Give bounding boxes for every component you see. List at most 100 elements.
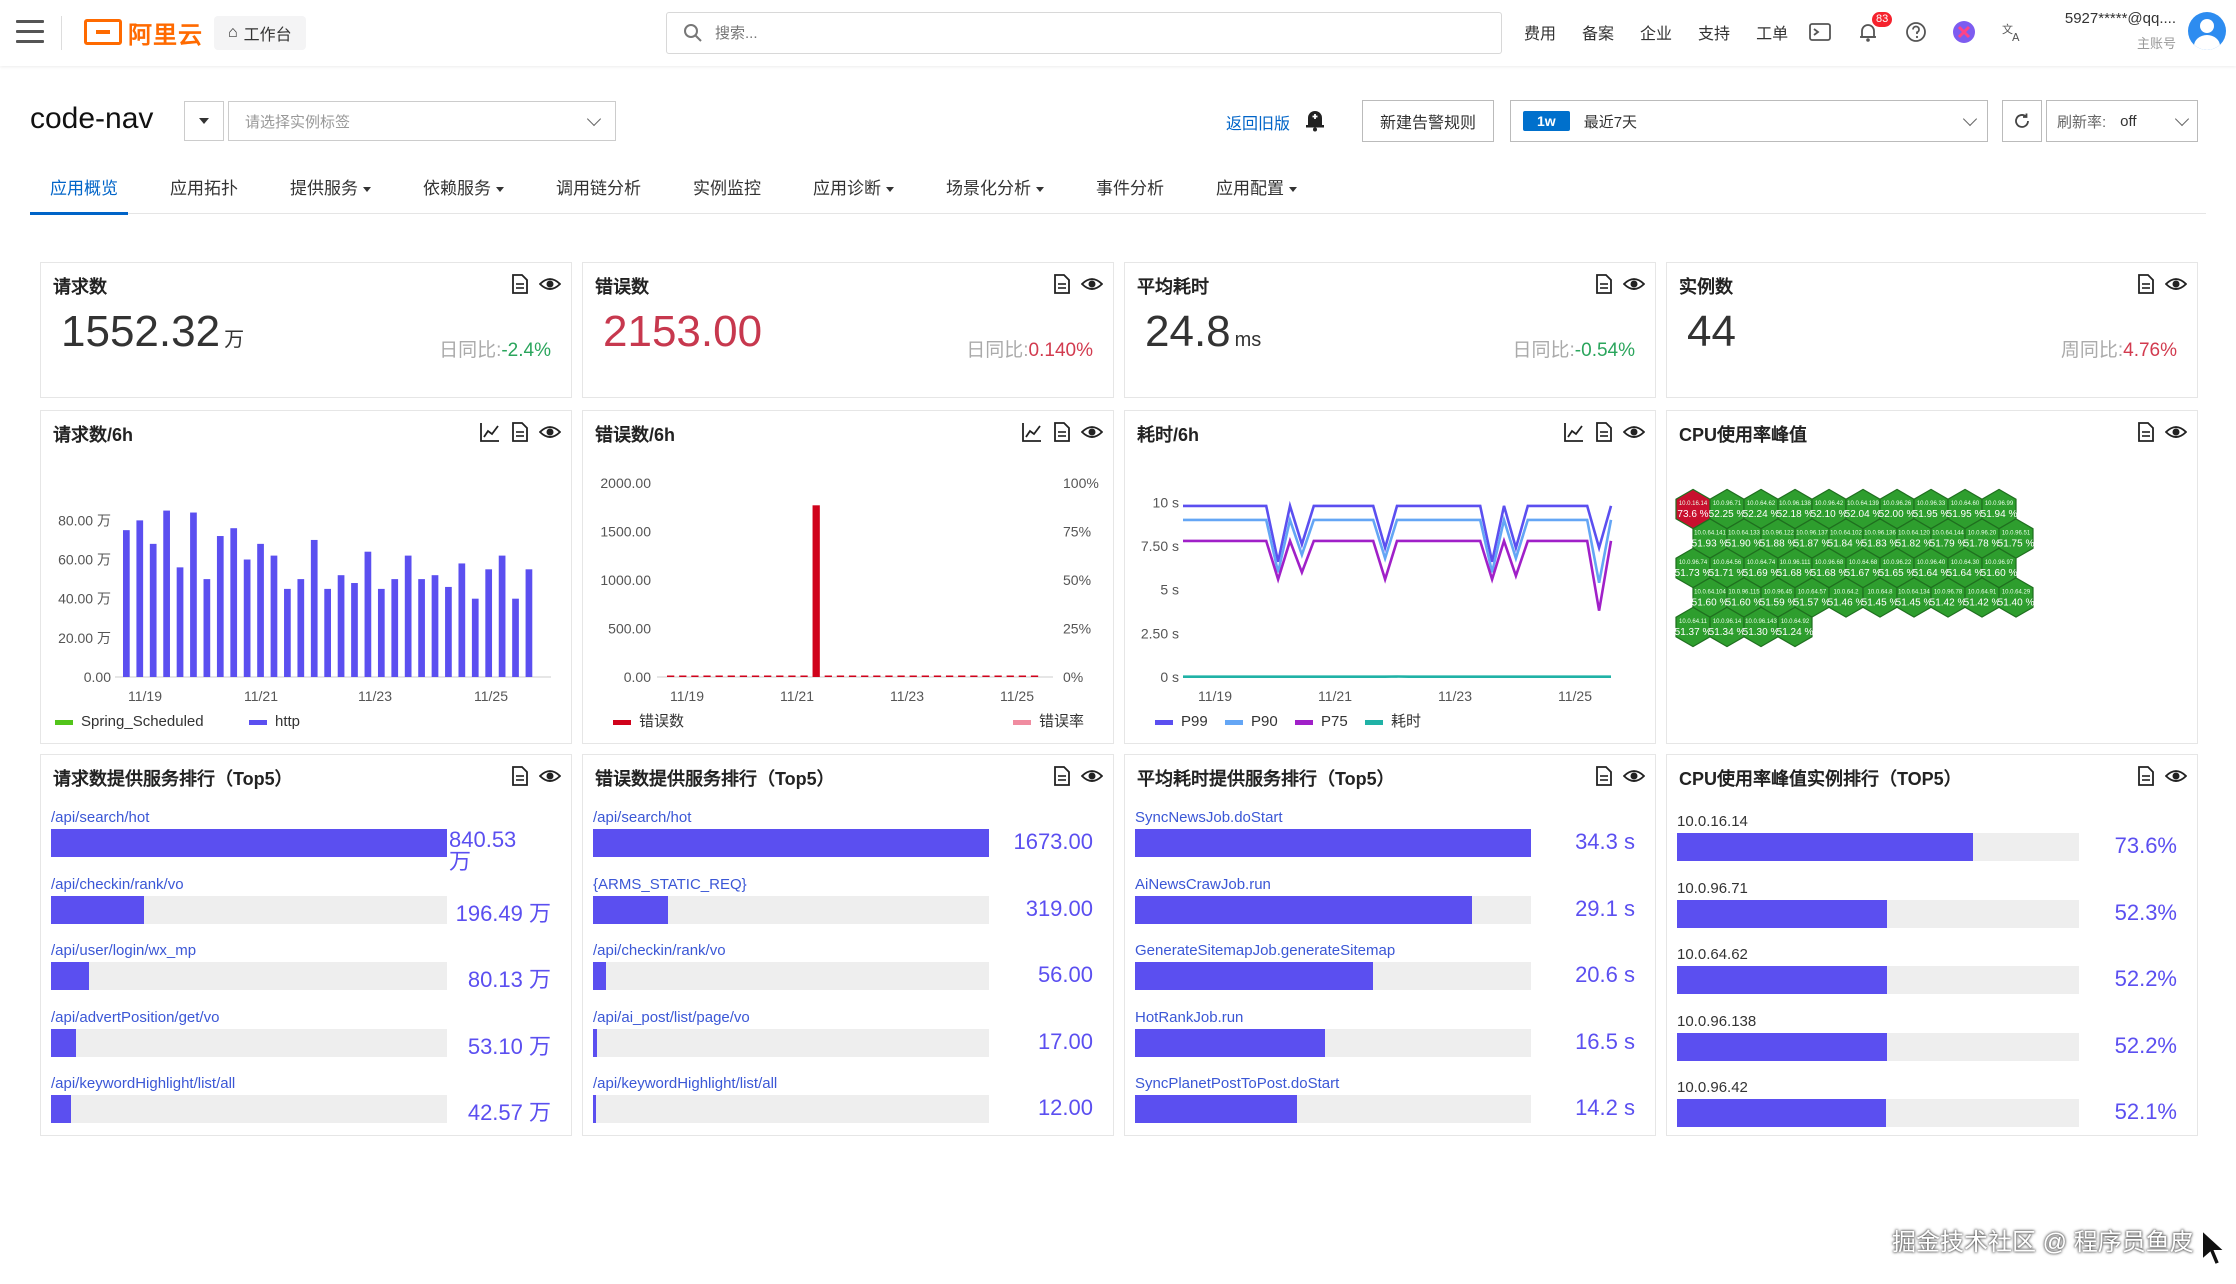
instance-tag-select[interactable]: 请选择实例标签 [228,101,616,141]
ranking-item-label[interactable]: AiNewsCrawJob.run [1135,875,1271,893]
terminal-icon[interactable] [1806,18,1834,46]
tab-9[interactable]: 应用配置 [1196,170,1307,214]
search-input[interactable] [715,24,1501,42]
document-icon[interactable] [1593,273,1615,295]
back-to-old-version-link[interactable]: 返回旧版 [1226,116,1291,133]
top-link-fee[interactable]: 费用 [1524,26,1557,43]
app-switch-dropdown[interactable] [184,101,224,141]
ranking-item[interactable]: AiNewsCrawJob.run 29.1 s [1125,876,1655,932]
ranking-item[interactable]: /api/checkin/rank/vo 196.49 万 [41,876,571,932]
menu-icon[interactable] [16,20,44,44]
eye-icon[interactable] [1622,273,1646,295]
ranking-item[interactable]: SyncPlanetPostToPost.doStart 14.2 s [1125,1075,1655,1131]
heatmap-cell[interactable]: 10.0.64.2 51.46 % [1828,577,1865,618]
heatmap-cell[interactable]: 10.0.64.92 51.24 % [1777,606,1814,648]
heatmap-cell[interactable]: 10.0.64.29 51.40 % [1998,577,2035,618]
document-icon[interactable] [509,273,531,295]
ranking-item-label[interactable]: {ARMS_STATIC_REQ} [593,875,747,893]
document-icon[interactable] [1593,765,1615,787]
ranking-item-label[interactable]: /api/ai_post/list/page/vo [593,1008,750,1026]
document-icon[interactable] [509,421,531,443]
tab-0[interactable]: 应用概览 [30,170,128,215]
tab-1[interactable]: 应用拓扑 [150,170,248,214]
ranking-item[interactable]: /api/search/hot 840.53 万 [41,809,571,873]
document-icon[interactable] [1593,421,1615,443]
line-chart-icon[interactable] [479,421,501,443]
refresh-rate-select[interactable]: 刷新率: off [2046,100,2198,142]
ranking-item[interactable]: {ARMS_STATIC_REQ} 319.00 [583,876,1113,932]
ranking-item[interactable]: 10.0.96.71 52.3% [1667,876,2197,932]
tab-4[interactable]: 调用链分析 [536,170,651,214]
top-link-icp[interactable]: 备案 [1582,26,1615,43]
tab-5[interactable]: 实例监控 [673,170,771,214]
help-icon[interactable] [1902,18,1930,46]
eye-icon[interactable] [1080,273,1104,295]
document-icon[interactable] [2135,765,2157,787]
eye-icon[interactable] [1080,765,1104,787]
line-chart-icon[interactable] [1563,421,1585,443]
aliyun-logo[interactable]: 阿里云 [84,14,203,50]
eye-icon[interactable] [2164,421,2188,443]
eye-icon[interactable] [2164,273,2188,295]
ranking-item-label[interactable]: /api/search/hot [593,809,692,826]
ranking-item-label[interactable]: /api/checkin/rank/vo [51,875,184,893]
bell-icon[interactable]: 83 [1854,12,1893,46]
ranking-item-label[interactable]: SyncPlanetPostToPost.doStart [1135,1075,1340,1092]
eye-icon[interactable] [538,273,562,295]
eye-icon[interactable] [538,421,562,443]
document-icon[interactable] [2135,273,2157,295]
ranking-item-label[interactable]: SyncNewsJob.doStart [1135,809,1283,826]
ranking-item-label[interactable]: /api/advertPosition/get/vo [51,1008,220,1026]
alert-bell-icon[interactable] [1302,106,1328,132]
eye-icon[interactable] [538,765,562,787]
document-icon[interactable] [1051,421,1073,443]
eye-icon[interactable] [1622,421,1646,443]
tab-8[interactable]: 事件分析 [1076,170,1174,214]
ai-assistant-icon[interactable] [1950,18,1978,46]
ranking-item[interactable]: /api/checkin/rank/vo 56.00 [583,942,1113,998]
workbench-button[interactable]: ⌂ 工作台 [214,16,306,50]
document-icon[interactable] [1051,765,1073,787]
eye-icon[interactable] [2164,765,2188,787]
ranking-item[interactable]: /api/advertPosition/get/vo 53.10 万 [41,1009,571,1065]
top-link-support[interactable]: 支持 [1698,26,1731,43]
tab-7[interactable]: 场景化分析 [926,170,1054,214]
ranking-item-label[interactable]: GenerateSitemapJob.generateSitemap [1135,942,1396,959]
avatar[interactable] [2188,12,2226,50]
ranking-item[interactable]: /api/ai_post/list/page/vo 17.00 [583,1009,1113,1065]
top-link-ticket[interactable]: 工单 [1756,26,1789,43]
ranking-item[interactable]: SyncNewsJob.doStart 34.3 s [1125,809,1655,865]
ranking-item-label[interactable]: /api/keywordHighlight/list/all [593,1075,778,1092]
tab-3[interactable]: 依赖服务 [403,170,514,214]
ranking-item-label[interactable]: /api/user/login/wx_mp [51,942,197,959]
document-icon[interactable] [509,765,531,787]
ranking-item[interactable]: /api/search/hot 1673.00 [583,809,1113,865]
ranking-item[interactable]: 10.0.64.62 52.2% [1667,942,2197,998]
ranking-item-label[interactable]: /api/keywordHighlight/list/all [51,1075,236,1092]
ranking-item[interactable]: 10.0.96.138 52.2% [1667,1009,2197,1065]
tab-2[interactable]: 提供服务 [270,170,381,214]
ranking-item-label[interactable]: /api/search/hot [51,809,150,826]
account-info[interactable]: 5927*****@qq.... 主账号 [2048,10,2176,52]
new-alert-rule-button[interactable]: 新建告警规则 [1362,100,1494,142]
ranking-item[interactable]: 10.0.96.42 52.1% [1667,1075,2197,1131]
top-link-enterprise[interactable]: 企业 [1640,26,1673,43]
ranking-item[interactable]: /api/user/login/wx_mp 80.13 万 [41,942,571,998]
document-icon[interactable] [2135,421,2157,443]
ranking-item-label[interactable]: HotRankJob.run [1135,1008,1244,1026]
ranking-item[interactable]: GenerateSitemapJob.generateSitemap 20.6 s [1125,942,1655,998]
eye-icon[interactable] [1080,421,1104,443]
ranking-item[interactable]: HotRankJob.run 16.5 s [1125,1009,1655,1065]
time-range-select[interactable]: 1w 最近7天 [1510,100,1988,142]
ranking-item[interactable]: /api/keywordHighlight/list/all 42.57 万 [41,1075,571,1131]
ranking-item[interactable]: 10.0.16.14 73.6% [1667,809,2197,865]
ranking-item[interactable]: /api/keywordHighlight/list/all 12.00 [583,1075,1113,1131]
document-icon[interactable] [1051,273,1073,295]
refresh-button[interactable] [2002,100,2042,142]
heatmap-cell[interactable]: 10.0.96.78 51.42 % [1930,577,1967,618]
tab-6[interactable]: 应用诊断 [793,170,904,214]
ranking-item-label[interactable]: /api/checkin/rank/vo [593,942,726,959]
eye-icon[interactable] [1622,765,1646,787]
line-chart-icon[interactable] [1021,421,1043,443]
